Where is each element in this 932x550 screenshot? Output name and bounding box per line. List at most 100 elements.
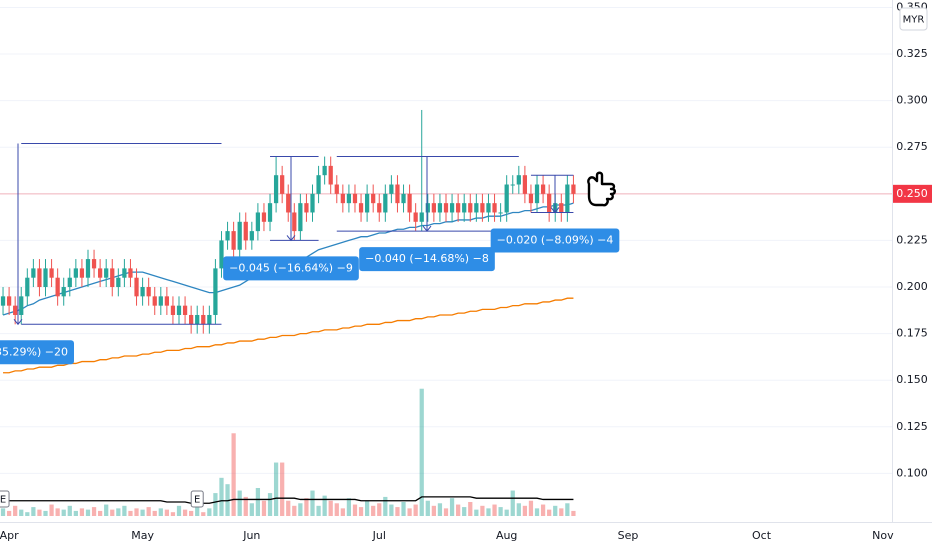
candle-body — [449, 203, 455, 213]
candle-body — [49, 268, 54, 278]
candle-body — [43, 268, 48, 288]
volume-bar — [358, 507, 364, 516]
volume-bar — [267, 493, 273, 516]
last-price-tag — [893, 184, 932, 203]
candle-body — [213, 268, 218, 315]
volume-bar — [298, 503, 303, 516]
candle-body — [61, 287, 66, 297]
x-tick-label: Jul — [372, 529, 386, 542]
candle-body — [371, 193, 376, 204]
arrow-head — [13, 318, 23, 326]
volume-bar — [110, 509, 115, 516]
candle-body — [328, 165, 333, 185]
volume-bar — [0, 508, 6, 516]
candle-body — [310, 193, 315, 213]
volume-bar — [522, 505, 528, 516]
volume-bar — [19, 509, 24, 516]
volume-bar — [468, 502, 473, 516]
candle-body — [13, 305, 18, 315]
candle-body — [110, 268, 115, 288]
candle-body — [116, 277, 121, 288]
volume-bar — [516, 503, 521, 516]
candle-body — [170, 305, 176, 315]
volume-bar — [419, 388, 424, 516]
candle-body — [540, 184, 546, 194]
volume-bar — [480, 505, 485, 516]
grid — [0, 6, 892, 474]
volume-bar — [413, 504, 418, 516]
volume-bar — [25, 512, 30, 516]
x-tick-label: Jun — [242, 529, 260, 542]
candle-body — [352, 193, 358, 204]
volume-bar — [134, 508, 139, 516]
candle-body — [128, 268, 133, 278]
candle-body — [292, 212, 297, 232]
volume-bar — [73, 510, 78, 516]
measure-label: −0.045 (−16.64%) −9 — [229, 261, 353, 274]
volume-bar — [310, 490, 315, 516]
candle-body — [565, 184, 570, 213]
candles — [0, 109, 576, 334]
last-price-label: 0.250 — [896, 187, 928, 200]
event-label: E — [0, 495, 6, 506]
volume-bar — [316, 505, 321, 516]
volume-bar — [346, 498, 352, 516]
arrow-head — [422, 225, 432, 232]
candle-body — [437, 203, 443, 213]
candle-body — [280, 175, 285, 194]
x-tick-label: May — [131, 529, 154, 542]
candle-body — [322, 165, 327, 176]
candle-body — [255, 212, 261, 232]
volume-bar — [249, 503, 254, 516]
volume-bar — [340, 508, 345, 516]
candle-body — [571, 184, 576, 194]
candle-body — [267, 203, 273, 222]
candle-body — [85, 259, 91, 278]
currency-label: MYR — [903, 15, 925, 26]
volume-bar — [164, 509, 169, 516]
volume-bar — [195, 507, 200, 516]
candle-body — [67, 277, 72, 288]
hand-icon — [587, 171, 616, 207]
y-tick-label: 0.175 — [896, 327, 928, 340]
candle-body — [0, 296, 6, 306]
volume-bar — [231, 433, 236, 516]
candle-body — [419, 212, 424, 222]
volume-bar — [389, 504, 394, 516]
x-tick-label: Oct — [752, 529, 772, 542]
x-tick-label: Aug — [496, 529, 517, 542]
candle-body — [504, 184, 509, 213]
volume-bar — [152, 510, 157, 516]
candle-body — [498, 212, 503, 214]
volume-bar — [49, 504, 54, 516]
x-tick-label: Apr — [0, 529, 19, 542]
event-marker — [190, 490, 204, 508]
y-tick-label: 0.100 — [896, 466, 928, 479]
volume-bar — [237, 490, 242, 516]
volume-bar — [182, 509, 188, 516]
measure-label-box — [223, 256, 359, 281]
volume-bar — [553, 505, 558, 516]
volume-bar — [474, 509, 479, 516]
candle-body — [19, 296, 24, 315]
moving-average-line — [3, 297, 574, 374]
volume-bar — [504, 509, 509, 516]
currency-box[interactable] — [899, 7, 928, 31]
candle-body — [298, 203, 303, 232]
candle-body — [401, 193, 406, 204]
volume-bar — [140, 509, 145, 516]
event-marker — [0, 490, 10, 508]
volume-bar — [407, 508, 412, 516]
candle-body — [492, 203, 497, 213]
volume-bar — [322, 495, 327, 516]
volume-bar — [449, 498, 455, 516]
volume-bar — [371, 505, 376, 516]
volume-bar — [273, 462, 279, 516]
volume-bar — [425, 500, 430, 516]
y-tick-label: 0.150 — [896, 373, 928, 386]
measure-label-box — [359, 247, 495, 272]
volume-bar — [437, 503, 443, 516]
volume-bar — [456, 504, 461, 516]
